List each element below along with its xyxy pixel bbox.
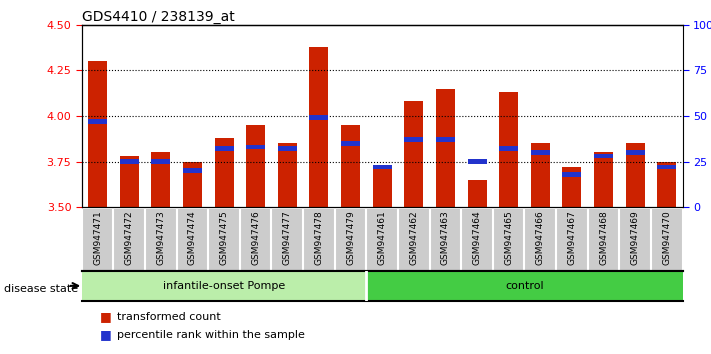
Bar — [373, 165, 392, 169]
Text: GSM947470: GSM947470 — [662, 211, 671, 266]
Bar — [278, 143, 296, 207]
Bar — [215, 147, 233, 151]
Text: GSM947469: GSM947469 — [631, 211, 640, 266]
Text: ■: ■ — [100, 310, 112, 323]
Text: infantile-onset Pompe: infantile-onset Pompe — [163, 281, 285, 291]
Bar — [119, 156, 139, 207]
Bar — [88, 119, 107, 124]
Bar — [468, 180, 486, 207]
Bar — [183, 161, 202, 207]
Bar — [309, 115, 328, 120]
Bar — [278, 147, 296, 151]
Bar — [246, 145, 265, 149]
Bar — [183, 169, 202, 173]
Bar — [468, 159, 486, 164]
Bar — [151, 153, 171, 207]
Text: GSM947466: GSM947466 — [536, 211, 545, 266]
Bar — [88, 61, 107, 207]
Bar — [562, 167, 582, 207]
Text: GSM947464: GSM947464 — [473, 211, 481, 266]
Text: transformed count: transformed count — [117, 312, 221, 322]
Text: GSM947461: GSM947461 — [378, 211, 387, 266]
Bar — [309, 47, 328, 207]
Bar — [405, 101, 423, 207]
Bar — [341, 125, 360, 207]
Text: control: control — [505, 281, 544, 291]
Text: GSM947468: GSM947468 — [599, 211, 608, 266]
Text: GSM947475: GSM947475 — [220, 211, 228, 266]
Bar — [562, 172, 582, 177]
Bar — [531, 150, 550, 155]
Bar — [594, 154, 613, 158]
Text: ■: ■ — [100, 328, 112, 341]
Text: GSM947465: GSM947465 — [504, 211, 513, 266]
Bar — [531, 143, 550, 207]
Bar — [246, 125, 265, 207]
Bar — [151, 159, 171, 164]
Text: GSM947471: GSM947471 — [93, 211, 102, 266]
Bar — [405, 137, 423, 142]
Bar — [82, 271, 366, 301]
Bar — [341, 141, 360, 145]
Text: GSM947477: GSM947477 — [283, 211, 292, 266]
Text: GSM947463: GSM947463 — [441, 211, 450, 266]
Bar — [499, 92, 518, 207]
Text: GSM947474: GSM947474 — [188, 211, 197, 266]
Text: GSM947473: GSM947473 — [156, 211, 166, 266]
Bar — [499, 147, 518, 151]
Bar — [366, 271, 683, 301]
Bar — [436, 137, 455, 142]
Text: GSM947476: GSM947476 — [251, 211, 260, 266]
Text: GSM947462: GSM947462 — [410, 211, 418, 266]
Bar — [436, 88, 455, 207]
Text: percentile rank within the sample: percentile rank within the sample — [117, 330, 305, 339]
Bar — [594, 153, 613, 207]
Text: disease state: disease state — [4, 284, 77, 293]
Bar — [119, 159, 139, 164]
Bar — [657, 161, 676, 207]
Bar — [657, 165, 676, 169]
Bar — [215, 138, 233, 207]
Text: GSM947467: GSM947467 — [567, 211, 577, 266]
Bar — [626, 143, 645, 207]
Text: GSM947478: GSM947478 — [314, 211, 324, 266]
Bar — [373, 167, 392, 207]
Bar — [626, 150, 645, 155]
Text: GSM947479: GSM947479 — [346, 211, 355, 266]
Text: GDS4410 / 238139_at: GDS4410 / 238139_at — [82, 10, 235, 24]
Text: GSM947472: GSM947472 — [124, 211, 134, 266]
